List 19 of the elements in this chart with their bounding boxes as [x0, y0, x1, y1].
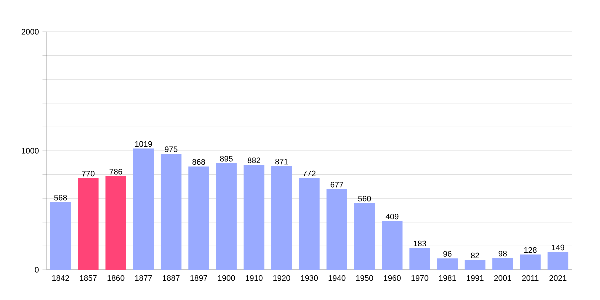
bar — [382, 221, 403, 270]
bar — [354, 203, 376, 270]
bar — [410, 248, 430, 270]
bar — [244, 165, 265, 270]
bar — [492, 258, 514, 270]
bar — [106, 176, 126, 270]
bar — [520, 254, 541, 270]
bar — [78, 178, 99, 270]
bar — [326, 189, 348, 270]
bar — [216, 163, 237, 270]
bar — [160, 154, 182, 270]
bar — [548, 252, 569, 270]
bar — [50, 202, 72, 270]
bar — [299, 178, 320, 270]
bar — [464, 260, 486, 270]
bar — [188, 166, 210, 270]
bar — [133, 148, 154, 270]
bar — [437, 258, 458, 270]
bar — [272, 166, 292, 270]
